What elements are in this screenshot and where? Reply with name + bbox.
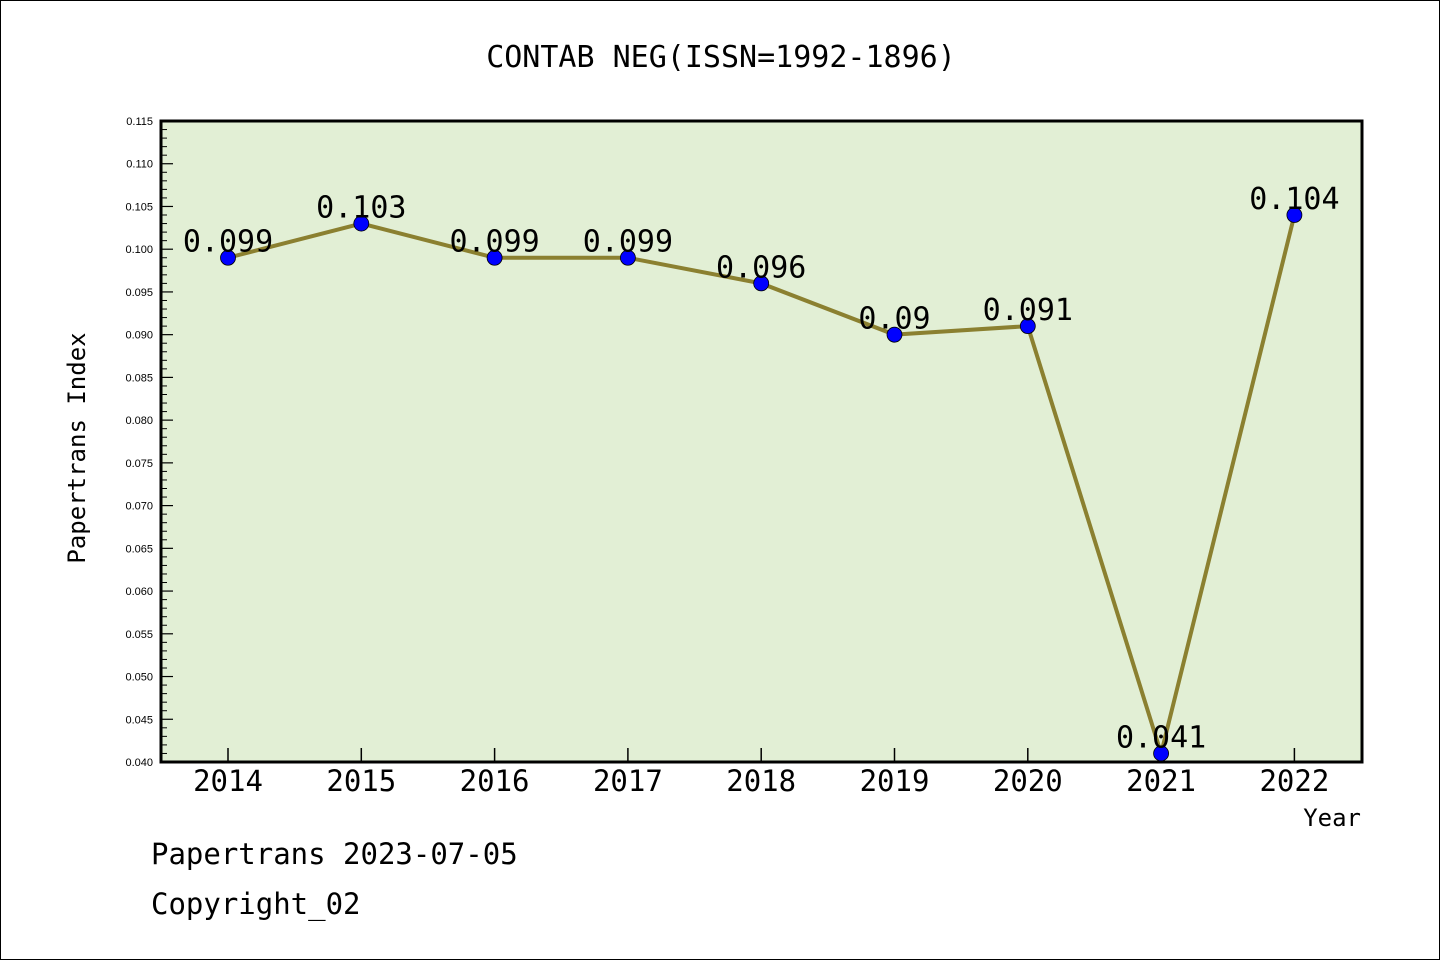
x-axis: 2014 2015 2016 2017 2018 2019 2020 2021 2022 xyxy=(193,748,1329,798)
y-tick-label: 0.060 xyxy=(125,586,153,598)
y-tick-label: 0.090 xyxy=(125,330,153,342)
plot-frame xyxy=(159,119,1364,764)
x-tick-label: 2015 xyxy=(326,764,396,798)
data-point xyxy=(486,249,503,266)
y-axis: 0.040 0.045 0.050 0.055 0.060 0.065 0.070 0.075… xyxy=(125,116,173,769)
y-tick-label: 0.040 xyxy=(125,757,153,769)
data-label: 0.096 xyxy=(716,250,806,285)
x-tick-label: 2016 xyxy=(460,764,530,798)
data-label: 0.104 xyxy=(1249,182,1339,217)
data-point xyxy=(1019,318,1036,335)
x-tick-label: 2021 xyxy=(1126,764,1196,798)
series-layer: 0.099 0.103 0.099 0.099 0.096 0.09 0.091 0.041 0… xyxy=(183,182,1340,762)
y-tick-label: 0.055 xyxy=(125,629,153,641)
y-tick-label: 0.100 xyxy=(125,244,153,256)
data-point xyxy=(1286,207,1303,223)
data-label: 0.041 xyxy=(1116,720,1206,755)
y-tick-label: 0.095 xyxy=(125,287,153,299)
y-tick-label: 0.110 xyxy=(126,159,153,171)
data-label: 0.099 xyxy=(183,225,273,260)
data-point xyxy=(886,326,903,343)
data-point xyxy=(620,249,636,266)
y-tick-label: 0.115 xyxy=(126,116,153,128)
y-tick-label: 0.085 xyxy=(125,372,153,384)
footer-copyright: Copyright_02 xyxy=(151,887,361,921)
data-label: 0.103 xyxy=(316,191,406,226)
y-tick-label: 0.045 xyxy=(125,714,153,726)
data-point xyxy=(753,275,770,292)
y-tick-label: 0.080 xyxy=(125,415,153,427)
y-tick-label: 0.065 xyxy=(125,543,153,555)
y-tick-label: 0.070 xyxy=(125,501,153,513)
data-label: 0.099 xyxy=(449,225,539,260)
x-tick-label: 2019 xyxy=(860,764,930,798)
x-axis-title: Year xyxy=(1303,804,1361,832)
data-point xyxy=(353,215,370,232)
data-point xyxy=(220,249,236,266)
data-label: 0.099 xyxy=(583,225,673,260)
x-tick-label: 2014 xyxy=(193,764,263,798)
y-tick-label: 0.075 xyxy=(125,458,153,470)
y-tick-label: 0.050 xyxy=(125,672,153,684)
x-tick-label: 2022 xyxy=(1259,764,1329,798)
x-tick-label: 2020 xyxy=(993,764,1063,798)
data-label: 0.091 xyxy=(983,293,1073,328)
footer-date: Papertrans 2023-07-05 xyxy=(151,837,518,871)
x-tick-label: 2017 xyxy=(593,764,663,798)
chart-title: CONTAB NEG(ISSN=1992-1896) xyxy=(486,40,956,75)
x-tick-label: 2018 xyxy=(726,764,796,798)
y-tick-label: 0.105 xyxy=(125,201,153,213)
y-axis-title: Papertrans Index xyxy=(63,332,91,563)
data-label: 0.09 xyxy=(858,302,930,337)
